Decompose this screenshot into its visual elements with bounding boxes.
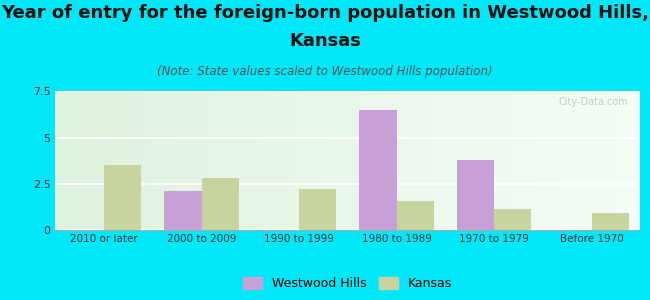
Text: Kansas: Kansas xyxy=(289,32,361,50)
Text: Year of entry for the foreign-born population in Westwood Hills,: Year of entry for the foreign-born popul… xyxy=(1,4,649,22)
Text: (Note: State values scaled to Westwood Hills population): (Note: State values scaled to Westwood H… xyxy=(157,64,493,77)
Bar xyxy=(104,165,141,230)
Bar xyxy=(396,201,434,230)
Legend: Westwood Hills, Kansas: Westwood Hills, Kansas xyxy=(239,272,457,295)
Text: City-Data.com: City-Data.com xyxy=(559,97,629,107)
Bar xyxy=(299,189,336,230)
Bar xyxy=(457,160,494,230)
Bar xyxy=(592,213,629,230)
Bar xyxy=(202,178,239,230)
Bar xyxy=(164,191,202,230)
Bar xyxy=(494,209,531,230)
Bar xyxy=(359,110,396,230)
